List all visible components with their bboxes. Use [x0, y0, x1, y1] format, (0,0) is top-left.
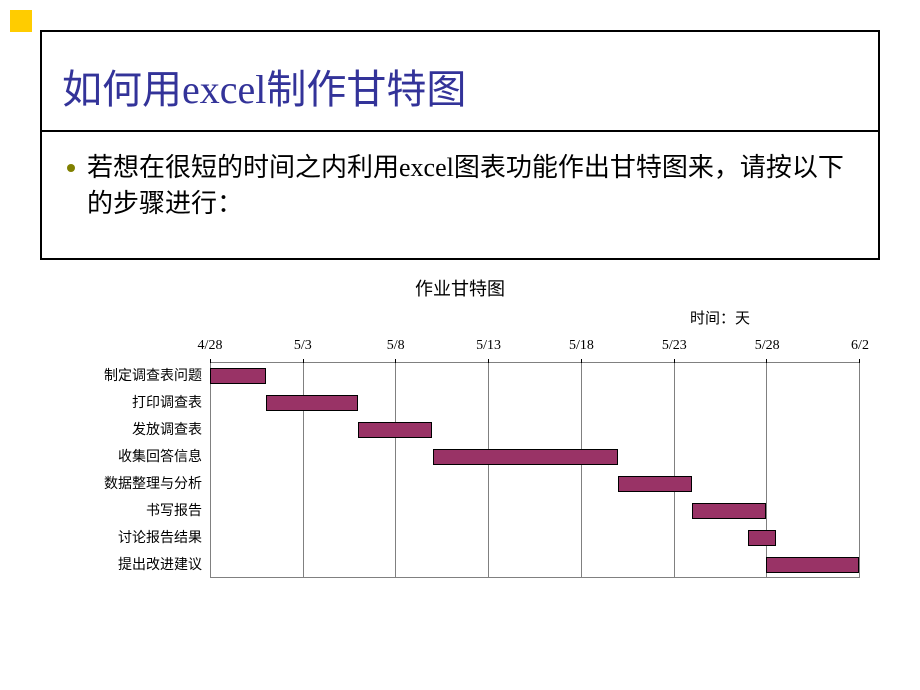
- gantt-gridline: [488, 363, 489, 577]
- gantt-tickmark: [766, 359, 767, 363]
- gantt-wrap: 制定调查表问题打印调查表发放调查表收集回答信息数据整理与分析书写报告讨论报告结果…: [60, 338, 860, 578]
- slide-title: 如何用excel制作甘特图: [62, 57, 858, 115]
- gantt-x-tick: 5/23: [662, 338, 687, 354]
- gantt-tickmark: [674, 359, 675, 363]
- gantt-gridline: [674, 363, 675, 577]
- accent-square: [10, 10, 32, 32]
- gantt-x-tick: 5/8: [387, 338, 405, 354]
- gantt-bar: [358, 422, 432, 438]
- gantt-task-label: 提出改进建议: [60, 551, 210, 578]
- gantt-x-axis: 4/285/35/85/135/185/235/286/2: [210, 338, 860, 362]
- gantt-task-label: 数据整理与分析: [60, 470, 210, 497]
- gantt-bar: [266, 395, 359, 411]
- gantt-x-tick: 5/18: [569, 338, 594, 354]
- gantt-grid: [210, 362, 860, 578]
- gantt-gridline: [395, 363, 396, 577]
- gantt-bar: [433, 449, 618, 465]
- gantt-tickmark: [859, 359, 860, 363]
- bullet-item: 若想在很短的时间之内利用excel图表功能作出甘特图来，请按以下的步骤进行：: [67, 150, 853, 223]
- slide: 如何用excel制作甘特图 若想在很短的时间之内利用excel图表功能作出甘特图…: [0, 0, 920, 690]
- gantt-x-tick: 5/13: [476, 338, 501, 354]
- gantt-x-tick: 4/28: [198, 338, 223, 354]
- gantt-gridline: [859, 363, 860, 577]
- gantt-x-tick: 5/28: [755, 338, 780, 354]
- chart-subtitle: 时间：天: [60, 307, 860, 328]
- bullet-dot-icon: [67, 164, 75, 172]
- gantt-task-label: 书写报告: [60, 497, 210, 524]
- content-box: 若想在很短的时间之内利用excel图表功能作出甘特图来，请按以下的步骤进行：: [40, 132, 880, 260]
- title-box: 如何用excel制作甘特图: [40, 30, 880, 132]
- gantt-x-tick: 6/2: [851, 338, 869, 354]
- gantt-bar: [692, 503, 766, 519]
- gantt-bar: [210, 368, 266, 384]
- gantt-task-label: 发放调查表: [60, 416, 210, 443]
- gantt-gridline: [210, 363, 211, 577]
- gantt-tickmark: [303, 359, 304, 363]
- gantt-tickmark: [581, 359, 582, 363]
- gantt-task-label: 制定调查表问题: [60, 362, 210, 389]
- chart-title: 作业甘特图: [60, 275, 860, 301]
- gantt-chart: 作业甘特图 时间：天 制定调查表问题打印调查表发放调查表收集回答信息数据整理与分…: [40, 275, 880, 578]
- gantt-gridline: [581, 363, 582, 577]
- gantt-task-label: 打印调查表: [60, 389, 210, 416]
- gantt-bar: [766, 557, 859, 573]
- gantt-task-label: 收集回答信息: [60, 443, 210, 470]
- gantt-tickmark: [488, 359, 489, 363]
- gantt-bar: [618, 476, 692, 492]
- gantt-tickmark: [210, 359, 211, 363]
- gantt-y-labels: 制定调查表问题打印调查表发放调查表收集回答信息数据整理与分析书写报告讨论报告结果…: [60, 338, 210, 578]
- gantt-tickmark: [395, 359, 396, 363]
- gantt-x-tick: 5/3: [294, 338, 312, 354]
- bullet-text: 若想在很短的时间之内利用excel图表功能作出甘特图来，请按以下的步骤进行：: [87, 150, 853, 223]
- gantt-plot: 4/285/35/85/135/185/235/286/2: [210, 338, 860, 578]
- gantt-bar: [748, 530, 776, 546]
- gantt-task-label: 讨论报告结果: [60, 524, 210, 551]
